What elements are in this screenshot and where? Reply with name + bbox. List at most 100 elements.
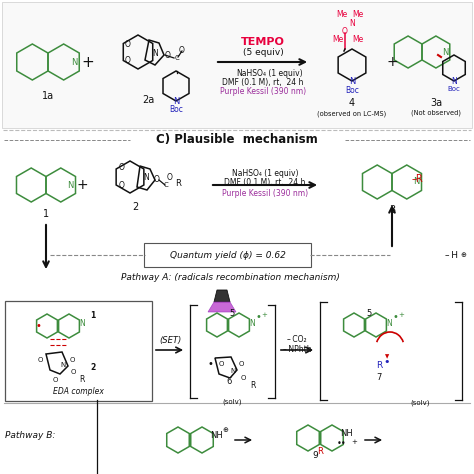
Text: N: N	[67, 181, 74, 190]
Text: O: O	[125, 55, 131, 64]
Text: Purple Kessil (390 nm): Purple Kessil (390 nm)	[220, 86, 306, 95]
Text: 1a: 1a	[42, 91, 54, 101]
Text: NaHSO: NaHSO	[236, 69, 263, 78]
Text: O: O	[154, 175, 160, 184]
Text: Pathway A: (radicals recombination mechanism): Pathway A: (radicals recombination mecha…	[120, 273, 339, 283]
Text: Quantum yield (ϕ) = 0.62: Quantum yield (ϕ) = 0.62	[170, 250, 286, 259]
Text: O: O	[119, 181, 125, 190]
Text: •: •	[392, 312, 398, 322]
Text: DMF (0.1 M), rt,  24 h: DMF (0.1 M), rt, 24 h	[224, 177, 306, 186]
Text: ⊕: ⊕	[222, 427, 228, 433]
Text: •: •	[384, 357, 390, 367]
Text: N: N	[230, 368, 236, 374]
Text: – NPhth: – NPhth	[283, 345, 311, 354]
Text: Me: Me	[337, 9, 347, 18]
Text: 1: 1	[43, 209, 49, 219]
Text: Pathway B:: Pathway B:	[5, 430, 55, 439]
Text: R: R	[317, 447, 323, 456]
Text: N: N	[349, 76, 355, 85]
Text: O: O	[52, 377, 58, 383]
Text: NaHSO₄ (1 equiv): NaHSO₄ (1 equiv)	[232, 168, 298, 177]
Text: R: R	[175, 180, 181, 189]
Text: O: O	[219, 361, 224, 367]
Text: N: N	[143, 173, 149, 182]
Text: (observed on LC-MS): (observed on LC-MS)	[318, 111, 387, 117]
Text: N: N	[79, 319, 85, 328]
FancyBboxPatch shape	[2, 2, 472, 128]
Text: •: •	[207, 359, 213, 369]
Text: – CO₂: – CO₂	[287, 335, 307, 344]
Text: •: •	[35, 321, 41, 331]
Polygon shape	[214, 290, 230, 302]
Text: N: N	[349, 18, 355, 27]
Text: R: R	[79, 375, 85, 384]
Text: Me: Me	[332, 35, 344, 44]
Text: EDA complex: EDA complex	[53, 388, 103, 396]
Text: Me: Me	[352, 9, 364, 18]
Text: (Not observed): (Not observed)	[411, 110, 461, 116]
Text: N: N	[413, 177, 420, 186]
Text: TEMPO: TEMPO	[241, 37, 285, 47]
Text: ⊕: ⊕	[460, 252, 466, 258]
Text: 6: 6	[226, 377, 232, 386]
Text: N: N	[442, 47, 448, 56]
Text: N: N	[249, 319, 255, 328]
Text: Boc: Boc	[345, 85, 359, 94]
Text: (solv): (solv)	[410, 400, 430, 406]
Text: ▼: ▼	[385, 355, 389, 359]
Text: NH: NH	[210, 431, 223, 440]
Text: C: C	[174, 55, 179, 61]
Text: DMF (0.1 M), rt,  24 h: DMF (0.1 M), rt, 24 h	[222, 78, 304, 86]
Text: C) Plausible  mechanism: C) Plausible mechanism	[156, 134, 318, 146]
Text: 4: 4	[349, 98, 355, 108]
Text: Boc: Boc	[169, 104, 183, 113]
Text: N: N	[386, 319, 392, 328]
Text: – H: – H	[446, 250, 458, 259]
Text: Me: Me	[352, 35, 364, 44]
Text: –R: –R	[411, 174, 423, 184]
Text: Boc: Boc	[447, 86, 460, 92]
Text: 2: 2	[91, 363, 96, 372]
Text: 3a: 3a	[430, 98, 442, 108]
Text: NH: NH	[341, 429, 354, 438]
Text: R: R	[376, 362, 382, 371]
Text: 1: 1	[91, 311, 96, 320]
Text: 2a: 2a	[142, 95, 154, 105]
Text: O: O	[342, 27, 348, 36]
Text: 5: 5	[366, 309, 372, 318]
Text: R: R	[250, 382, 255, 391]
Text: O: O	[240, 375, 246, 381]
Text: (5 equiv): (5 equiv)	[243, 47, 283, 56]
Text: +: +	[261, 312, 267, 318]
Text: +: +	[82, 55, 94, 70]
Text: O: O	[125, 39, 131, 48]
Text: O: O	[69, 357, 75, 363]
Text: N: N	[173, 97, 179, 106]
FancyBboxPatch shape	[144, 243, 311, 267]
Text: N: N	[71, 57, 77, 66]
Text: N: N	[60, 362, 65, 368]
Text: N: N	[451, 76, 457, 85]
Text: +: +	[398, 312, 404, 318]
Text: 3: 3	[389, 205, 395, 215]
Text: ••: ••	[337, 439, 347, 448]
Text: +: +	[76, 178, 88, 192]
FancyBboxPatch shape	[5, 301, 152, 401]
Text: +: +	[386, 55, 398, 69]
Text: 2: 2	[132, 202, 138, 212]
Text: O: O	[37, 357, 43, 363]
Text: •: •	[255, 312, 261, 322]
Text: 5: 5	[229, 309, 235, 318]
Text: O: O	[119, 164, 125, 173]
Text: +: +	[351, 439, 357, 445]
Text: O: O	[179, 46, 185, 55]
Text: O: O	[238, 361, 244, 367]
Text: ₄ (1 equiv): ₄ (1 equiv)	[263, 69, 302, 78]
Text: C: C	[164, 182, 168, 188]
Polygon shape	[208, 302, 236, 312]
Text: 9: 9	[312, 452, 318, 461]
Text: O: O	[167, 173, 173, 182]
Text: N: N	[152, 48, 158, 57]
Text: O: O	[165, 51, 171, 60]
Text: (solv): (solv)	[222, 399, 242, 405]
